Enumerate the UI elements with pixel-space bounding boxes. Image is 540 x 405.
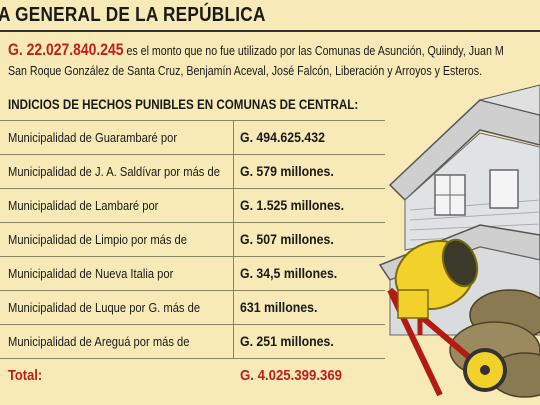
- intro-line-2: San Roque González de Santa Cruz, Benjam…: [8, 63, 483, 78]
- table-row: Municipalidad de Luque por G. más de 631…: [0, 291, 385, 325]
- table-row: Municipalidad de Nueva Italia por G. 34,…: [0, 257, 385, 291]
- table-row: Municipalidad de Guarambaré por G. 494.6…: [0, 121, 385, 155]
- table-row: Municipalidad de Areguá por más de G. 25…: [0, 325, 385, 359]
- row-value: G. 251 millones.: [240, 333, 334, 349]
- table-top-rule: [0, 120, 385, 121]
- intro-text: G. 22.027.840.245 es el monto que no fue…: [8, 40, 516, 81]
- header-rule: [0, 30, 540, 32]
- intro-amount: G. 22.027.840.245: [8, 40, 124, 59]
- row-label: Municipalidad de Nueva Italia por: [8, 266, 174, 281]
- row-label: Municipalidad de Lambaré por: [8, 198, 159, 213]
- row-value: G. 507 millones.: [240, 231, 334, 247]
- page-title: A GENERAL DE LA REPÚBLICA: [0, 4, 266, 26]
- total-value: G. 4.025.399.369: [240, 367, 343, 384]
- table-row: Municipalidad de J. A. Saldívar por más …: [0, 155, 385, 189]
- crimes-table: Municipalidad de Guarambaré por G. 494.6…: [0, 120, 385, 392]
- intro-line-1: G. 22.027.840.245 es el monto que no fue…: [8, 40, 516, 61]
- row-label: Municipalidad de J. A. Saldívar por más …: [8, 164, 220, 179]
- intro-line-1-rest: es el monto que no fue utilizado por las…: [123, 43, 504, 58]
- row-label: Municipalidad de Limpio por más de: [8, 232, 187, 247]
- total-label: Total:: [8, 367, 43, 384]
- header-bar: A GENERAL DE LA REPÚBLICA: [0, 0, 540, 32]
- table-row: Municipalidad de Limpio por más de G. 50…: [0, 223, 385, 257]
- total-row: Total: G. 4.025.399.369: [0, 359, 385, 392]
- row-label: Municipalidad de Guarambaré por: [8, 130, 178, 145]
- row-label: Municipalidad de Areguá por más de: [8, 334, 190, 349]
- row-value: G. 579 millones.: [240, 163, 334, 179]
- row-value: G. 1.525 millones.: [240, 197, 345, 213]
- construction-house-cement-mixer-icon: [378, 84, 540, 398]
- table-row: Municipalidad de Lambaré por G. 1.525 mi…: [0, 189, 385, 223]
- row-value: 631 millones.: [240, 299, 318, 315]
- row-value: G. 34,5 millones.: [240, 265, 338, 281]
- row-label: Municipalidad de Luque por G. más de: [8, 300, 201, 315]
- row-value: G. 494.625.432: [240, 129, 325, 145]
- table-title: INDICIOS DE HECHOS PUNIBLES EN COMUNAS D…: [8, 97, 359, 112]
